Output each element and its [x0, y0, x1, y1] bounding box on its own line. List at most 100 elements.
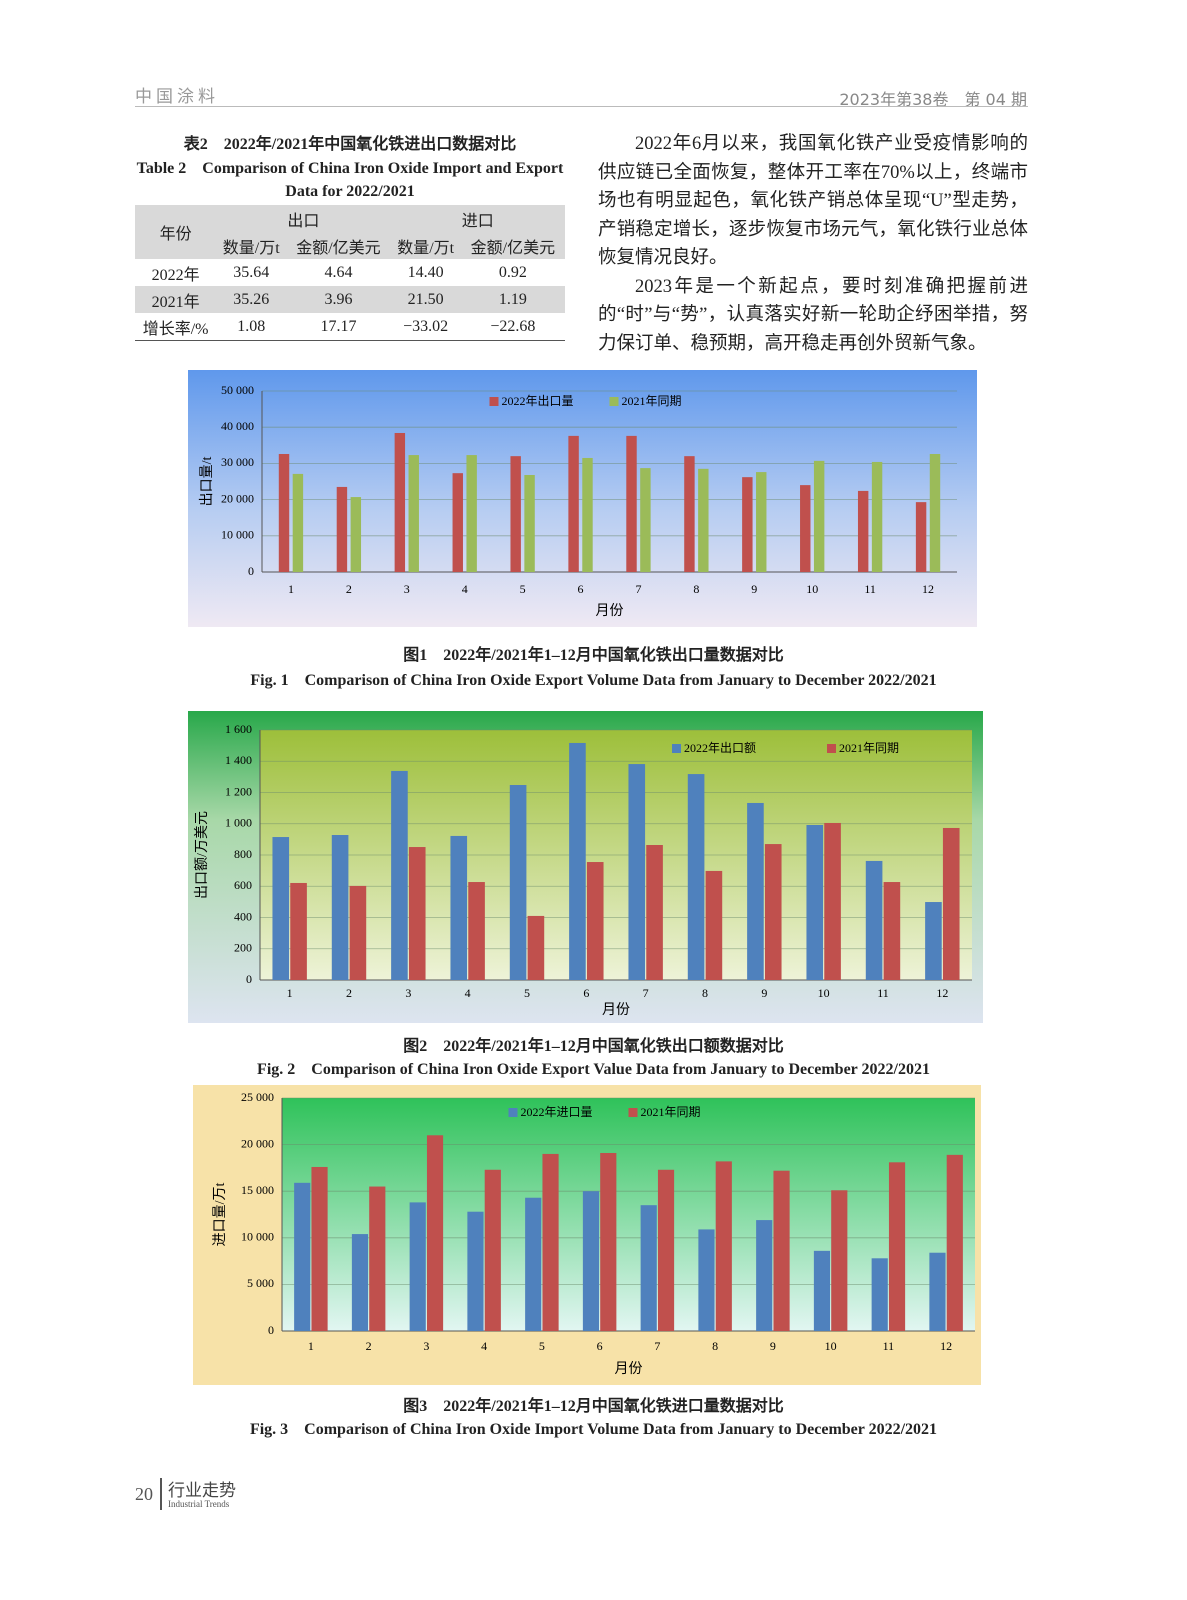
y-tick-label: 10 000	[221, 528, 254, 542]
bar	[813, 1250, 831, 1331]
bar	[687, 774, 705, 980]
bar	[331, 835, 349, 980]
bar	[350, 497, 362, 572]
x-tick-label: 1	[287, 986, 293, 1000]
bar	[510, 456, 521, 572]
table-caption-en: Table 2 Comparison of China Iron Oxide I…	[136, 160, 564, 200]
y-tick-label: 50 000	[221, 383, 254, 397]
bar	[806, 825, 824, 980]
bar	[311, 1166, 328, 1331]
journal-name: 中国涂料	[135, 87, 219, 107]
bar	[929, 453, 941, 572]
bar	[684, 456, 695, 572]
bar	[756, 1220, 773, 1331]
bar	[742, 477, 753, 572]
body-text: 2022年6月以来，我国氧化铁产业受疫情影响的供应链已全面恢复，整体开工率在70…	[598, 130, 1028, 358]
th: 金额/亿美元	[286, 232, 391, 259]
x-tick-label: 11	[877, 986, 889, 1000]
legend-swatch	[672, 744, 681, 753]
x-tick-label: 12	[940, 1339, 952, 1353]
x-tick-label: 2	[366, 1339, 372, 1353]
bar	[628, 764, 646, 980]
bar	[883, 882, 901, 980]
cell: −33.02	[403, 317, 449, 335]
x-tick-label: 10	[818, 986, 830, 1000]
bar	[600, 1152, 617, 1331]
th: 金额/亿美元	[460, 232, 565, 259]
x-tick-label: 10	[806, 582, 818, 596]
bar	[698, 1229, 715, 1331]
bar	[466, 455, 477, 572]
bar	[764, 844, 782, 980]
bar	[292, 473, 304, 572]
bar	[484, 1169, 501, 1331]
bar	[626, 435, 637, 572]
figure-caption-en: Fig. 3 Comparison of China Iron Oxide Im…	[249, 1421, 938, 1438]
paragraph: 2023年是一个新起点，要时刻准确把握前进的“时”与“势”，认真落实好新一轮助企…	[598, 276, 1028, 354]
cell: 1.19	[460, 286, 565, 313]
y-tick-label: 40 000	[221, 419, 254, 433]
y-tick-label: 20 000	[221, 491, 254, 505]
legend-swatch	[628, 1108, 638, 1117]
bar	[409, 1202, 426, 1331]
x-tick-label: 6	[597, 1339, 603, 1353]
y-axis-title: 进口量/万t	[212, 1183, 228, 1247]
bar	[705, 870, 723, 980]
x-tick-label: 6	[578, 582, 584, 596]
bar	[582, 457, 593, 572]
bar	[698, 468, 709, 572]
bar	[426, 1135, 444, 1331]
y-tick-label: 600	[234, 878, 252, 892]
bar	[524, 474, 535, 572]
x-tick-label: 5	[524, 986, 530, 1000]
bar	[408, 847, 426, 980]
x-tick-label: 9	[751, 582, 757, 596]
bar	[888, 1162, 906, 1331]
figure-caption: 图3 2022年/2021年1–12月中国氧化铁进口量数据对比	[403, 1398, 784, 1415]
x-tick-label: 3	[404, 582, 410, 596]
bar	[756, 472, 767, 572]
x-tick-label: 2	[346, 582, 352, 596]
y-tick-label: 200	[234, 941, 252, 955]
x-axis-title: 月份	[602, 1002, 630, 1018]
bar	[946, 1154, 963, 1331]
bar	[509, 785, 527, 980]
x-tick-label: 7	[643, 986, 649, 1000]
data-table: 年份 出口 进口 数量/万t 金额/亿美元 数量/万t 金额/亿美元 2022年 35.64…	[135, 205, 565, 341]
x-tick-label: 1	[308, 1339, 314, 1353]
bar	[272, 837, 290, 980]
section-en: Industrial Trends	[168, 1499, 230, 1509]
bar	[646, 845, 663, 980]
y-tick-label: 1 000	[225, 816, 252, 830]
bar	[278, 453, 290, 572]
x-tick-label: 11	[864, 582, 876, 596]
x-tick-label: 9	[761, 986, 767, 1000]
y-tick-label: 0	[246, 972, 252, 986]
footer-rule	[160, 1478, 162, 1510]
cell: 3.96	[286, 286, 391, 313]
bar	[640, 468, 651, 572]
cell: 4.64	[324, 263, 353, 281]
bar	[857, 490, 869, 572]
y-tick-label: 15 000	[241, 1183, 274, 1197]
cell: 0.92	[498, 263, 527, 281]
x-tick-label: 4	[465, 986, 471, 1000]
table-caption: 表2 2022年/2021年中国氧化铁进出口数据对比	[183, 136, 517, 153]
bar	[871, 461, 883, 572]
x-tick-label: 8	[702, 986, 708, 1000]
x-tick-label: 2	[346, 986, 352, 1000]
bar	[391, 770, 408, 980]
x-tick-label: 5	[539, 1339, 545, 1353]
y-tick-label: 20 000	[241, 1136, 274, 1150]
issue: 2023年第38卷 第 04 期	[839, 90, 1027, 109]
figure-caption-en: Fig. 2 Comparison of China Iron Oxide Ex…	[257, 1061, 930, 1078]
legend-swatch	[827, 744, 836, 753]
x-tick-label: 7	[635, 582, 641, 596]
bar	[813, 460, 825, 572]
th: 进口	[390, 205, 565, 232]
x-tick-label: 10	[825, 1339, 837, 1353]
th: 年份	[135, 205, 217, 259]
